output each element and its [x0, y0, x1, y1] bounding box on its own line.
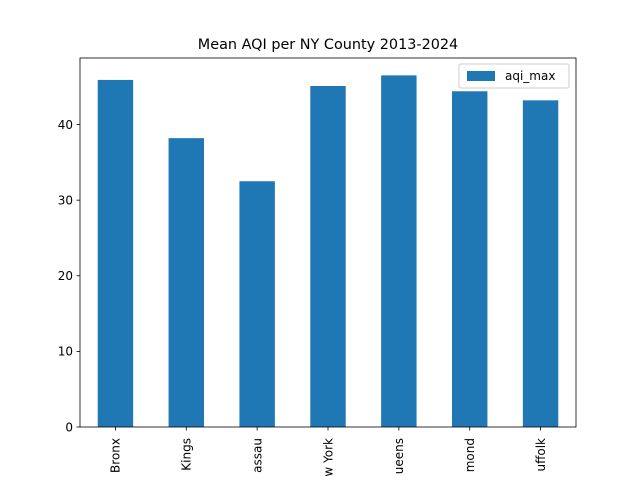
- legend: aqi_max: [458, 63, 570, 89]
- x-tick-label-bronx: Bronx: [109, 438, 123, 473]
- x-tick-label-kings: Kings: [180, 438, 194, 471]
- legend-box: [458, 63, 570, 89]
- bar-new-york: [310, 85, 346, 427]
- x-tick-label-suffolk: uffolk: [534, 438, 548, 472]
- bar-suffolk: [522, 100, 559, 427]
- x-tick-label-richmond: mond: [463, 438, 477, 472]
- x-tick-label-nassau: assau: [250, 438, 264, 473]
- y-tick-label: 40: [58, 118, 73, 132]
- legend-swatch: [467, 71, 495, 81]
- bar-richmond: [452, 91, 488, 428]
- x-tick-label-queens: ueens: [392, 438, 406, 474]
- chart-title: Mean AQI per NY County 2013-2024: [198, 37, 458, 53]
- legend-label: aqi_max: [505, 69, 555, 83]
- bar-queens: [381, 75, 417, 427]
- bar-bronx: [97, 79, 134, 428]
- y-tick-label: 30: [58, 193, 73, 207]
- bars-layer: [97, 75, 559, 428]
- y-tick-label: 0: [65, 420, 73, 434]
- bar-nassau: [239, 181, 275, 427]
- y-tick-label: 10: [58, 345, 73, 359]
- x-tick-label-new-york: w York: [321, 438, 335, 477]
- y-tick-label: 20: [58, 269, 73, 283]
- bar-kings: [168, 138, 204, 427]
- axes-layer: 0 10 20 30 40 Bronx Kings assau w York ueens mond u…: [58, 57, 577, 477]
